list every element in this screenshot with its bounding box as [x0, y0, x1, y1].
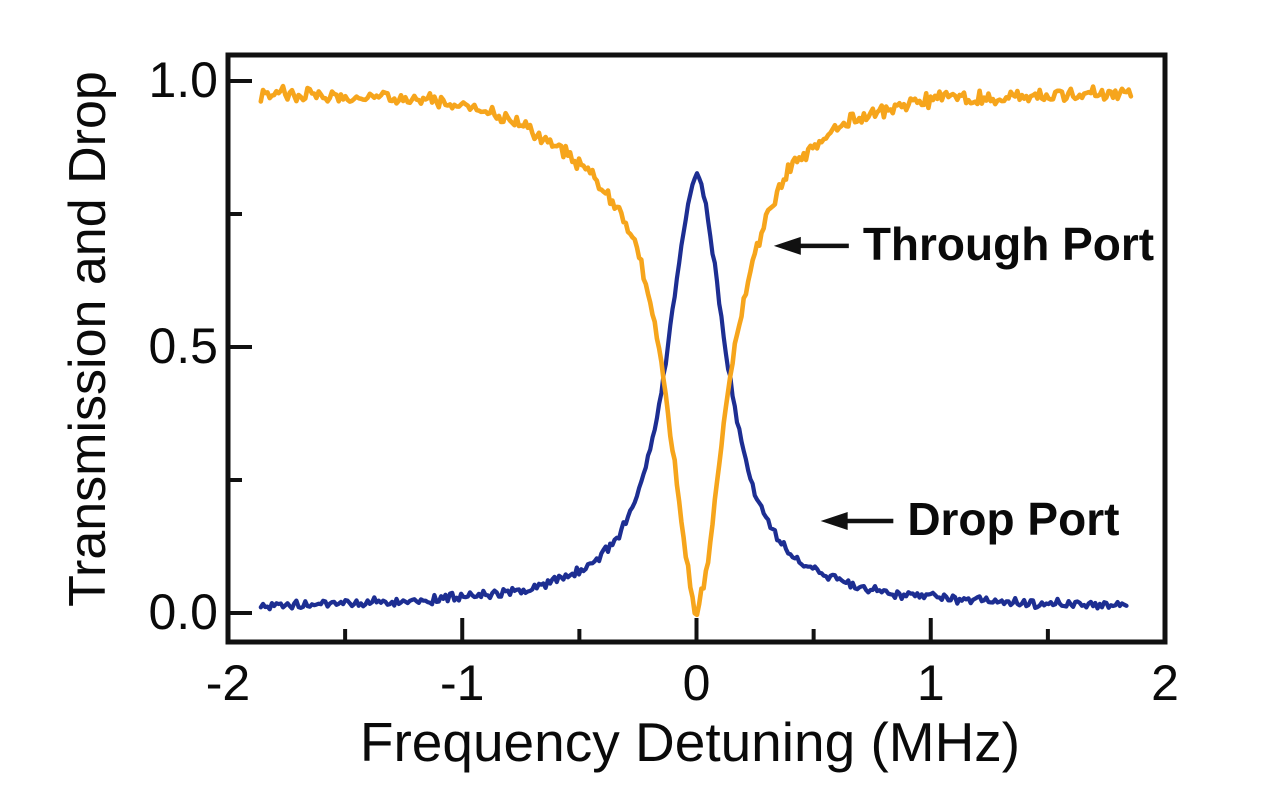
y-tick-label: 0.5 — [148, 318, 218, 374]
through-port-annotation: Through Port — [862, 217, 1155, 270]
drop-port-annotation: Drop Port — [907, 492, 1120, 545]
x-tick-label: 2 — [1151, 655, 1179, 711]
x-tick-label: 1 — [916, 655, 945, 711]
y-tick-label: 0.0 — [148, 584, 218, 640]
x-tick-label: -2 — [205, 655, 251, 711]
x-axis-title: Frequency Detuning (MHz) — [359, 711, 1021, 773]
annotation-arrow-head — [820, 511, 848, 530]
x-tick-label: -1 — [440, 655, 485, 711]
through-port-curve — [258, 83, 1134, 618]
plot-frame — [225, 52, 1168, 645]
annotation-arrow-head — [773, 236, 801, 255]
y-tick-label: 1.0 — [148, 52, 218, 108]
drop-port-curve — [258, 171, 1129, 612]
x-tick-label: 0 — [682, 655, 711, 711]
